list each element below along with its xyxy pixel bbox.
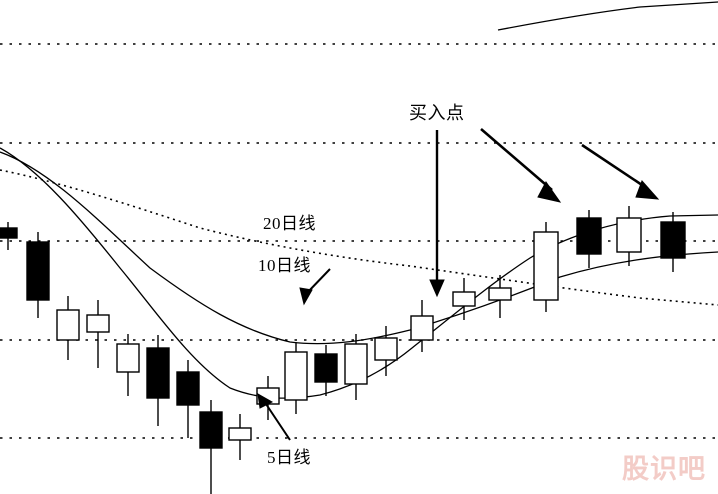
- buy-point-label: 买入点: [409, 103, 465, 123]
- candle: [176, 360, 200, 438]
- ma10-label: 10日线: [258, 256, 311, 275]
- candle: [660, 212, 686, 272]
- annotation-arrows: [257, 128, 660, 441]
- candle: [533, 222, 559, 312]
- candle: [199, 400, 223, 494]
- candle: [0, 222, 18, 250]
- candle: [56, 296, 80, 360]
- arrow-buy-down: [429, 130, 445, 298]
- ma10-line: [0, 151, 718, 345]
- candle: [344, 334, 368, 400]
- candle: [616, 206, 642, 266]
- arrow-buy-right: [581, 143, 660, 200]
- ma20-label: 20日线: [263, 214, 316, 233]
- candle: [146, 335, 170, 426]
- candle: [314, 345, 338, 396]
- ma60-line: [497, 1, 718, 31]
- arrow-ma5-pointer: [257, 393, 291, 441]
- candle: [116, 334, 140, 396]
- candle: [284, 342, 308, 414]
- candle: [374, 326, 398, 376]
- arrow-ma10-pointer: [299, 268, 331, 306]
- candle: [488, 275, 512, 318]
- candle-series: [0, 206, 686, 494]
- candle: [576, 210, 602, 268]
- candle: [410, 300, 434, 352]
- candle: [452, 278, 476, 320]
- watermark: 股识吧: [622, 454, 706, 484]
- ma5-label: 5日线: [267, 448, 311, 467]
- arrow-buy-mid: [480, 128, 562, 203]
- candle: [228, 414, 252, 460]
- ma20-line: [0, 169, 718, 306]
- candle: [86, 300, 110, 368]
- candle: [26, 232, 50, 318]
